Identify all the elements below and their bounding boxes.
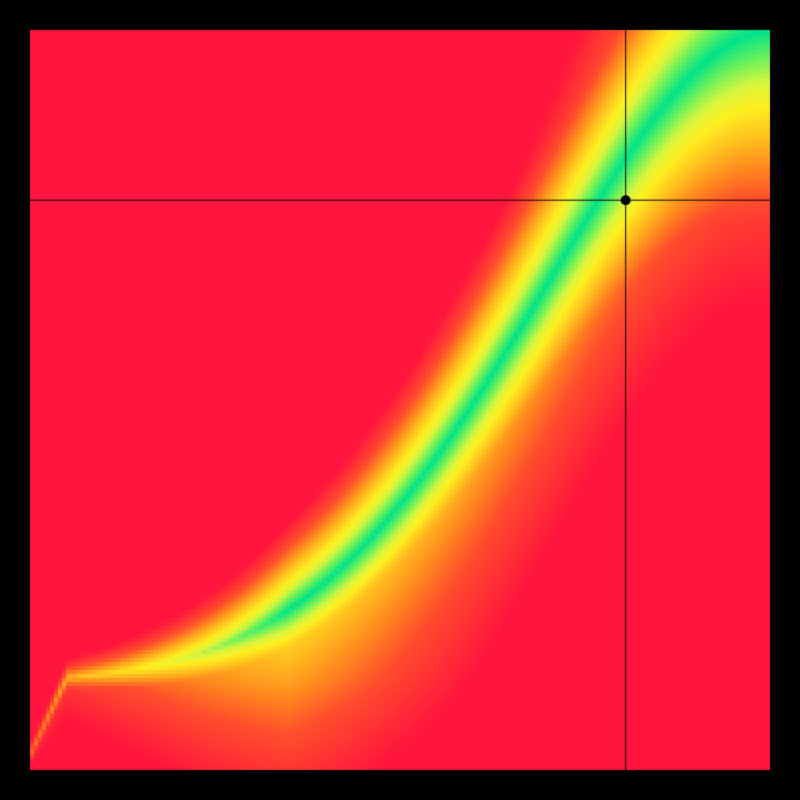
chart-container: TheBottleneck.com: [0, 0, 800, 800]
bottleneck-heatmap: [0, 0, 800, 800]
